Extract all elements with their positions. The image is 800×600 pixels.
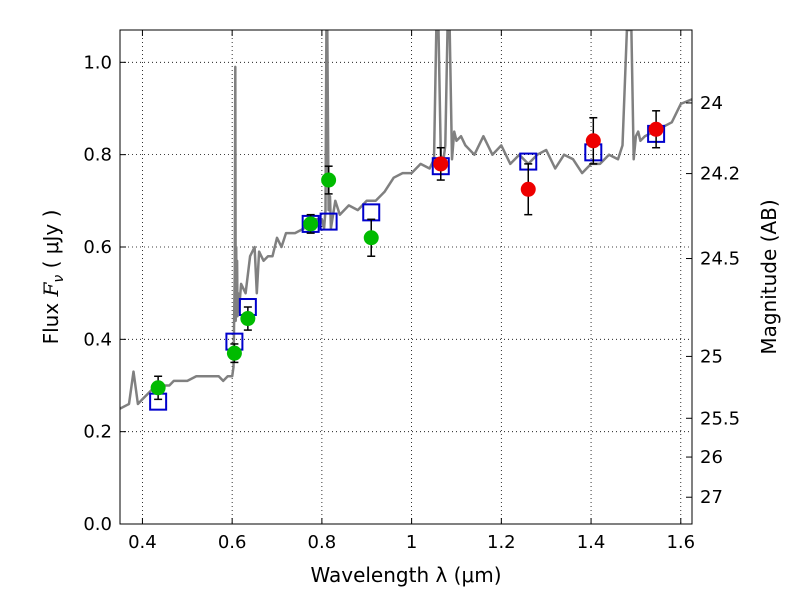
observed-point [363, 230, 379, 246]
right-tick-label: 24 [700, 93, 723, 114]
right-tick-label: 24.2 [700, 164, 740, 185]
right-tick-label: 27 [700, 487, 723, 508]
x-tick-label: 0.8 [308, 532, 337, 553]
y-tick-label: 0.0 [83, 514, 112, 535]
observed-point [648, 121, 664, 137]
x-tick-label: 0.4 [128, 532, 157, 553]
observed-point [321, 172, 337, 188]
y-tick-label: 0.6 [83, 237, 112, 258]
y-axis-label-flux: Flux [39, 296, 63, 344]
right-tick-label: 26 [700, 447, 723, 468]
right-axis-label: Magnitude (AB) [757, 199, 781, 354]
y-tick-label: 0.4 [83, 329, 112, 350]
plot-area [120, 30, 692, 410]
observed-point [585, 133, 601, 149]
markers [149, 110, 666, 411]
model-photometry-square [362, 203, 381, 222]
x-axis-label: Wavelength λ (μm) [310, 563, 501, 587]
observed-point [150, 380, 166, 396]
observed-point [433, 156, 449, 172]
y-axis-label-unit: ( μJy ) [39, 210, 63, 275]
grid-lines [120, 30, 692, 525]
observed-point [520, 181, 536, 197]
axes-frame [119, 29, 693, 525]
right-tick-label: 24.5 [700, 249, 740, 270]
y-tick-label: 0.2 [83, 422, 112, 443]
right-tick-label: 25.5 [700, 408, 740, 429]
y-tick-label: 0.8 [83, 145, 112, 166]
tick-marks: 0.4 0.6 0.8 1 1.2 1.4 1.6 0.0 0.2 0.4 0.6 0.8 1.0 24 2… [83, 30, 740, 553]
y-axis-label-sub: ν [51, 275, 67, 283]
x-tick-label: 0.6 [218, 532, 247, 553]
observed-point [303, 216, 319, 232]
x-tick-label: 1.6 [666, 532, 695, 553]
right-tick-label: 25 [700, 346, 723, 367]
x-tick-label: 1 [406, 532, 417, 553]
x-tick-label: 1.2 [487, 532, 516, 553]
y-tick-label: 1.0 [83, 52, 112, 73]
observed-point [240, 311, 256, 327]
model-photometry-square [319, 212, 338, 231]
y-axis-label: Flux Fν ( μJy ) [39, 210, 67, 345]
y-axis-label-symbol: F [39, 281, 63, 297]
observed-point [226, 345, 242, 361]
model-spectrum-line [120, 30, 692, 410]
x-tick-label: 1.4 [577, 532, 606, 553]
